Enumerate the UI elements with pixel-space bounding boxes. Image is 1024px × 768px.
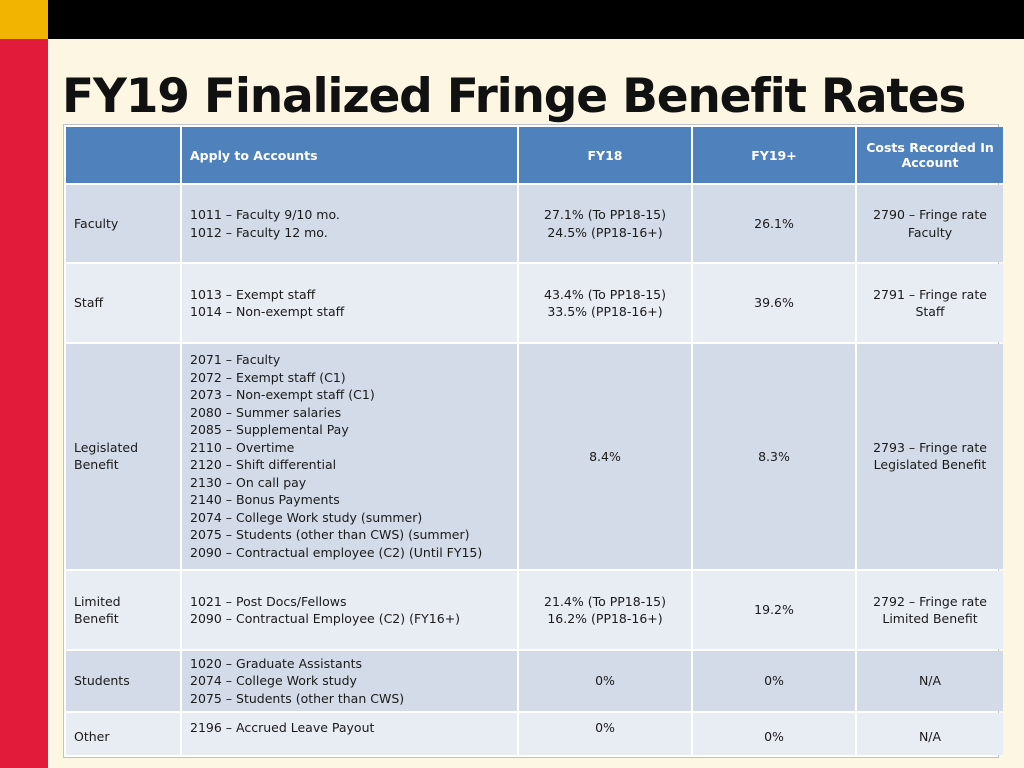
row-accounts: 1021 – Post Docs/Fellows 2090 – Contract… xyxy=(182,571,517,650)
top-bar xyxy=(0,0,1024,39)
category-line: Benefit xyxy=(74,611,119,627)
row-category: Other xyxy=(66,712,180,755)
row-fy19: 0% xyxy=(693,712,855,755)
recorded-line: 2790 – Fringe rate xyxy=(873,207,987,223)
row-fy19: 19.2% xyxy=(693,571,855,650)
row-category: Staff xyxy=(66,264,180,342)
account-line: 2085 – Supplemental Pay xyxy=(190,422,349,438)
row-recorded: 2791 – Fringe rate Staff xyxy=(857,264,1003,342)
rates-table-container: Apply to Accounts FY18 FY19+ Costs Recor… xyxy=(63,124,1003,758)
row-fy18: 43.4% (To PP18-15) 33.5% (PP18-16+) xyxy=(519,264,691,342)
account-line: 2130 – On call pay xyxy=(190,474,307,490)
account-line: 2073 – Non-exempt staff (C1) xyxy=(190,387,375,403)
account-line: 2075 – Students (other than CWS) (summer… xyxy=(190,527,470,543)
row-accounts: 1011 – Faculty 9/10 mo. 1012 – Faculty 1… xyxy=(182,185,517,263)
account-line: 2090 – Contractual employee (C2) (Until … xyxy=(190,544,483,560)
row-category: Students xyxy=(66,651,180,711)
header-costs-recorded: Costs Recorded In Account xyxy=(857,127,1003,183)
fy18-line: 27.1% (To PP18-15) xyxy=(544,207,666,223)
table-row: Students 1020 – Graduate Assistants 2074… xyxy=(66,651,1003,711)
account-line: 1013 – Exempt staff xyxy=(190,286,316,302)
row-recorded: N/A xyxy=(857,651,1003,711)
account-line: 1014 – Non-exempt staff xyxy=(190,304,345,320)
table-row: Limited Benefit 1021 – Post Docs/Fellows… xyxy=(66,571,1003,650)
row-fy18: 21.4% (To PP18-15) 16.2% (PP18-16+) xyxy=(519,571,691,650)
header-apply-to-accounts: Apply to Accounts xyxy=(182,127,517,183)
fy18-line: 24.5% (PP18-16+) xyxy=(547,224,663,240)
account-line: 2074 – College Work study (summer) xyxy=(190,509,423,525)
recorded-line: 2793 – Fringe rate xyxy=(873,439,987,455)
table-header-row: Apply to Accounts FY18 FY19+ Costs Recor… xyxy=(66,127,1003,183)
row-recorded: N/A xyxy=(857,712,1003,755)
row-recorded: 2793 – Fringe rate Legislated Benefit xyxy=(857,343,1003,570)
row-category: Legislated Benefit xyxy=(66,343,180,570)
row-accounts: 1020 – Graduate Assistants 2074 – Colleg… xyxy=(182,651,517,711)
recorded-line: Staff xyxy=(915,304,945,320)
category-line: Benefit xyxy=(74,457,119,473)
account-line: 1012 – Faculty 12 mo. xyxy=(190,224,328,240)
recorded-line: 2791 – Fringe rate xyxy=(873,286,987,302)
row-category: Faculty xyxy=(66,185,180,263)
category-line: Limited xyxy=(74,593,121,609)
row-recorded: 2790 – Fringe rate Faculty xyxy=(857,185,1003,263)
account-line: 2110 – Overtime xyxy=(190,439,295,455)
account-line: 2140 – Bonus Payments xyxy=(190,492,340,508)
corner-accent xyxy=(0,0,48,39)
account-line: 2090 – Contractual Employee (C2) (FY16+) xyxy=(190,611,461,627)
row-accounts: 2196 – Accrued Leave Payout xyxy=(182,712,517,755)
side-accent-bar xyxy=(0,39,48,768)
account-line: 2074 – College Work study xyxy=(190,673,357,689)
account-line: 2120 – Shift differential xyxy=(190,457,337,473)
account-line: 2072 – Exempt staff (C1) xyxy=(190,369,346,385)
row-fy19: 39.6% xyxy=(693,264,855,342)
table-row: Legislated Benefit 2071 – Faculty 2072 –… xyxy=(66,343,1003,570)
account-line: 1021 – Post Docs/Fellows xyxy=(190,593,347,609)
fy18-line: 21.4% (To PP18-15) xyxy=(544,593,666,609)
slide-title: FY19 Finalized Fringe Benefit Rates xyxy=(62,69,966,124)
account-line: 2071 – Faculty xyxy=(190,352,281,368)
row-fy18: 0% xyxy=(519,651,691,711)
row-accounts: 1013 – Exempt staff 1014 – Non-exempt st… xyxy=(182,264,517,342)
row-fy18: 0% xyxy=(519,712,691,755)
table-row: Other 2196 – Accrued Leave Payout 0% 0% … xyxy=(66,712,1003,755)
fy18-line: 33.5% (PP18-16+) xyxy=(547,304,663,320)
recorded-line: Legislated Benefit xyxy=(873,457,987,473)
account-line: 1011 – Faculty 9/10 mo. xyxy=(190,207,340,223)
account-line: 2196 – Accrued Leave Payout xyxy=(190,719,375,735)
row-fy19: 26.1% xyxy=(693,185,855,263)
table-row: Staff 1013 – Exempt staff 1014 – Non-exe… xyxy=(66,264,1003,342)
row-category: Limited Benefit xyxy=(66,571,180,650)
header-fy18: FY18 xyxy=(519,127,691,183)
category-line: Legislated xyxy=(74,439,139,455)
row-fy18: 27.1% (To PP18-15) 24.5% (PP18-16+) xyxy=(519,185,691,263)
account-line: 1020 – Graduate Assistants xyxy=(190,655,363,671)
fy18-line: 43.4% (To PP18-15) xyxy=(544,286,666,302)
recorded-line: Faculty xyxy=(907,224,953,240)
row-fy18: 8.4% xyxy=(519,343,691,570)
recorded-line: 2792 – Fringe rate xyxy=(873,593,987,609)
row-fy19: 8.3% xyxy=(693,343,855,570)
account-line: 2080 – Summer salaries xyxy=(190,404,342,420)
fy18-line: 16.2% (PP18-16+) xyxy=(547,611,663,627)
account-line: 2075 – Students (other than CWS) xyxy=(190,690,405,706)
header-fy19: FY19+ xyxy=(693,127,855,183)
header-category xyxy=(66,127,180,183)
recorded-line: Limited Benefit xyxy=(882,611,978,627)
row-fy19: 0% xyxy=(693,651,855,711)
row-accounts: 2071 – Faculty 2072 – Exempt staff (C1) … xyxy=(182,343,517,570)
fringe-rates-table: Apply to Accounts FY18 FY19+ Costs Recor… xyxy=(64,125,1005,757)
table-row: Faculty 1011 – Faculty 9/10 mo. 1012 – F… xyxy=(66,185,1003,263)
row-recorded: 2792 – Fringe rate Limited Benefit xyxy=(857,571,1003,650)
